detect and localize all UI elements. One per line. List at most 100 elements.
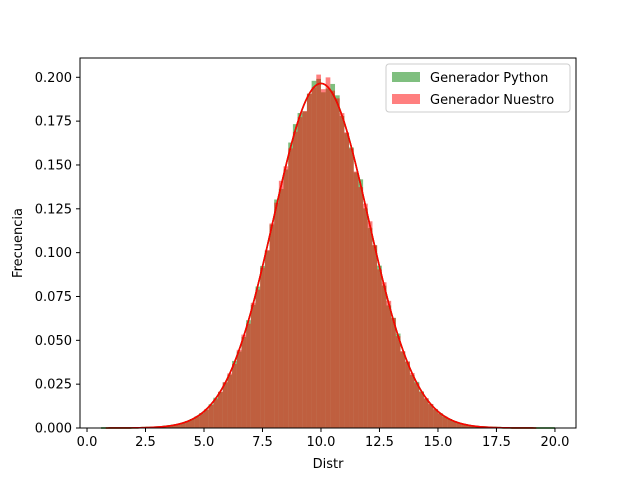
histogram-bar (344, 132, 350, 428)
density-curve-2 (105, 82, 537, 429)
x-tick-label: 10.0 (307, 435, 336, 450)
histogram-bar (409, 372, 415, 428)
histogram-bar (353, 171, 359, 429)
histogram-bar (246, 323, 251, 428)
x-tick-label: 5.0 (194, 435, 215, 450)
y-tick-label: 0.150 (35, 158, 72, 173)
histogram-bar (316, 74, 321, 428)
x-tick-label: 17.5 (482, 435, 511, 450)
histogram-bar (250, 302, 256, 428)
y-tick-label: 0.075 (35, 290, 72, 305)
axes-frame (79, 57, 577, 429)
histogram-bar (232, 363, 237, 428)
histogram-bar (311, 87, 317, 428)
x-tick-label: 2.5 (135, 435, 156, 450)
histogram-bar (180, 422, 186, 428)
histogram-bar (222, 382, 228, 428)
y-tick-label: 0.050 (35, 334, 72, 349)
x-tick-label: 7.5 (252, 435, 273, 450)
histogram-bar (461, 424, 467, 428)
bars-layer (101, 74, 555, 429)
y-tick-label: 0.025 (35, 378, 72, 393)
histogram-bar (218, 391, 223, 428)
histogram-bar (466, 425, 471, 428)
histogram-bar (377, 269, 382, 428)
histogram-bar (437, 413, 443, 428)
histogram-bar (381, 282, 387, 428)
histogram-bar (204, 409, 209, 428)
histogram-bar (278, 180, 284, 428)
y-axis-ticks: 0.000 0.025 0.050 0.075 0.100 0.125 0.150 0.175… (35, 71, 80, 437)
density-curves (101, 82, 555, 429)
histogram-bar (302, 111, 307, 428)
histogram-bar (428, 403, 434, 428)
histogram-bar (269, 223, 275, 428)
histogram-bar (171, 425, 176, 428)
histogram-bar (297, 117, 303, 428)
histogram-bar (166, 425, 172, 428)
y-tick-label: 0.125 (35, 202, 72, 217)
legend-swatch (392, 72, 420, 82)
histogram-bar (470, 425, 476, 428)
histogram-bar (264, 249, 270, 428)
histogram-bar (400, 351, 406, 428)
x-axis-label: Distr (313, 457, 344, 472)
histogram-bar (414, 383, 420, 428)
histogram-bar (452, 421, 457, 428)
histogram-bar (419, 391, 424, 428)
histogram-bar (363, 203, 368, 428)
legend: Generador Python Generador Nuestro (385, 63, 571, 113)
histogram-bar (367, 221, 373, 428)
histogram-bar (335, 98, 340, 428)
x-tick-label: 12.5 (365, 435, 394, 450)
legend-box (385, 63, 571, 113)
histogram-bar (386, 300, 392, 428)
histogram-bar (456, 422, 462, 428)
histogram-bar (306, 93, 312, 428)
histogram-bar (260, 267, 265, 428)
histogram-bar (330, 90, 336, 428)
histogram-bar (391, 318, 396, 428)
histogram-bar (208, 404, 214, 428)
histogram-bar (349, 148, 354, 429)
histogram-bar (325, 77, 331, 429)
histogram-bar (185, 421, 190, 428)
legend-swatch (392, 94, 420, 104)
y-tick-label: 0.175 (35, 115, 72, 130)
histogram-bar (227, 373, 233, 428)
histogram-bar (236, 349, 242, 428)
histogram-bar (288, 148, 293, 428)
histogram-bar (433, 409, 438, 428)
histogram-bar (405, 361, 410, 428)
x-tick-label: 15.0 (423, 435, 452, 450)
y-axis-label: Frecuencia (11, 208, 26, 278)
histogram-bar (213, 399, 219, 428)
histogram-bar (395, 336, 401, 428)
histogram-bar (358, 187, 364, 428)
histogram-bar (189, 418, 195, 428)
y-tick-label: 0.100 (35, 246, 72, 261)
x-axis-ticks: 0.0 2.5 5.0 7.5 10.0 12.5 15.0 17.5 20.0 (77, 428, 569, 450)
legend-label: Generador Nuestro (430, 93, 554, 108)
histogram-bar (199, 413, 204, 428)
histogram-bar (339, 113, 345, 428)
histogram-bar (372, 245, 378, 428)
histogram-bar (255, 289, 261, 428)
series-bars-2 (105, 74, 537, 429)
histogram-bar (274, 202, 279, 428)
histogram-bar (194, 416, 200, 428)
histogram-bar (442, 416, 448, 428)
histogram-bar (175, 424, 181, 428)
histogram-bar (292, 131, 298, 428)
x-tick-label: 0.0 (77, 435, 98, 450)
histogram-bar (241, 334, 247, 428)
histogram-bar (320, 89, 326, 429)
legend-label: Generador Python (430, 71, 548, 86)
histogram-bar (447, 419, 452, 428)
y-tick-label: 0.000 (35, 422, 72, 437)
y-tick-label: 0.200 (35, 71, 72, 86)
histogram-bar (283, 166, 289, 428)
x-tick-label: 20.0 (540, 435, 569, 450)
histogram-bar (423, 398, 429, 428)
